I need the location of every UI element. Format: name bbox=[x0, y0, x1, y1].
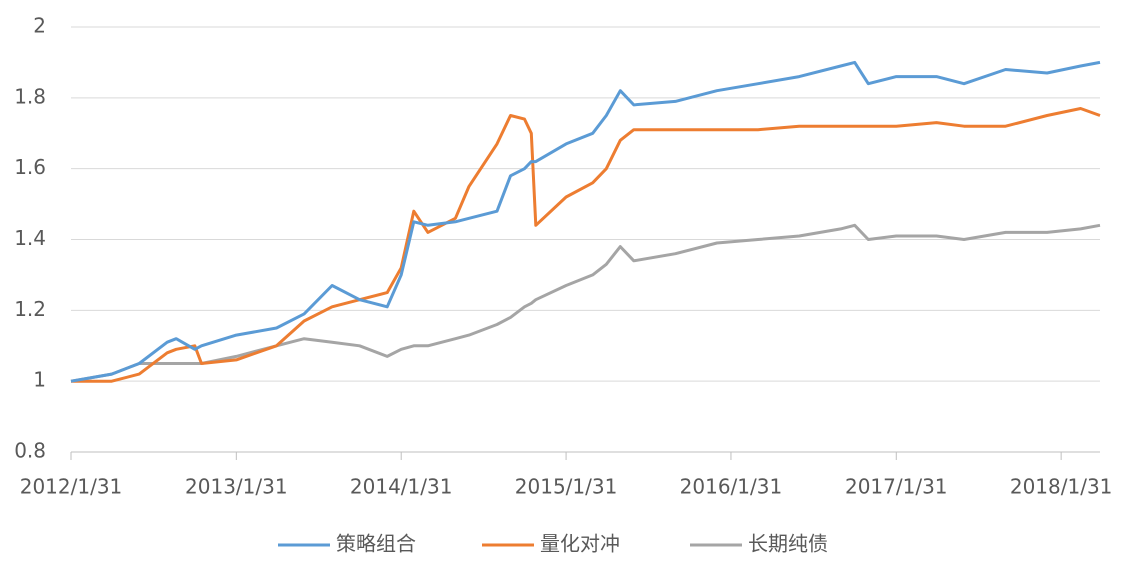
y-tick-label: 1.6 bbox=[14, 155, 46, 179]
x-tick-label: 2012/1/31 bbox=[20, 475, 123, 499]
x-tick-label: 2015/1/31 bbox=[515, 475, 618, 499]
y-tick-label: 2 bbox=[33, 14, 46, 38]
x-tick-label: 2017/1/31 bbox=[845, 475, 948, 499]
line-series bbox=[70, 60, 1101, 383]
line-series bbox=[70, 223, 1101, 383]
legend-label: 策略组合 bbox=[336, 532, 416, 556]
line-series bbox=[71, 107, 1101, 383]
x-tick-label: 2013/1/31 bbox=[185, 475, 288, 499]
x-tick-label: 2018/1/31 bbox=[1010, 475, 1113, 499]
y-tick-label: 1.4 bbox=[14, 226, 46, 250]
y-tick-label: 1.2 bbox=[14, 297, 46, 321]
y-tick-label: 1.8 bbox=[14, 84, 46, 108]
legend-label: 长期纯债 bbox=[748, 532, 828, 556]
x-tick-label: 2016/1/31 bbox=[680, 475, 783, 499]
y-tick-label: 1 bbox=[33, 368, 46, 392]
y-tick-label: 0.8 bbox=[14, 439, 46, 463]
x-tick-label: 2014/1/31 bbox=[350, 475, 453, 499]
legend-label: 量化对冲 bbox=[540, 532, 620, 556]
